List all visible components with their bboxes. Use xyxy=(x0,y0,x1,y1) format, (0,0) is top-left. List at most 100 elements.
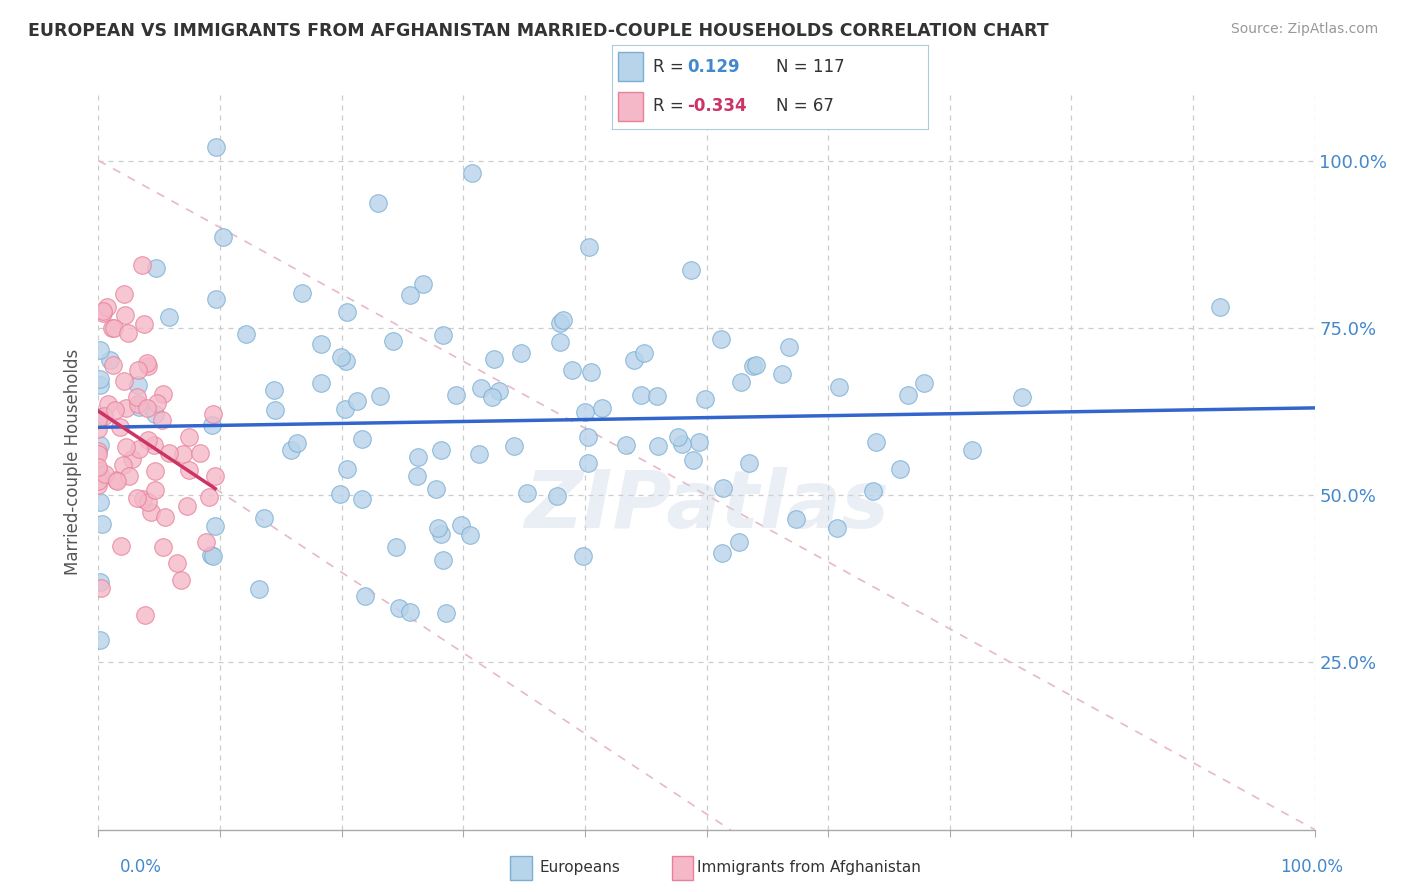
Text: -0.334: -0.334 xyxy=(688,97,747,115)
Point xyxy=(484,351,506,366)
Point xyxy=(179,463,201,477)
Point xyxy=(90,582,112,596)
Point xyxy=(309,376,332,390)
Point xyxy=(710,332,733,346)
Point xyxy=(470,381,492,395)
Point xyxy=(550,316,572,330)
Text: Immigrants from Afghanistan: Immigrants from Afghanistan xyxy=(697,861,921,875)
Point xyxy=(381,334,404,348)
Point xyxy=(434,606,457,620)
Point xyxy=(481,390,503,404)
Point xyxy=(87,422,110,436)
Point xyxy=(202,549,225,563)
Point xyxy=(101,321,124,335)
Point xyxy=(253,511,276,525)
Point xyxy=(574,405,596,419)
Text: N = 117: N = 117 xyxy=(776,58,845,76)
Point xyxy=(561,363,583,377)
Point xyxy=(738,456,761,470)
Point xyxy=(89,467,111,482)
Text: Source: ZipAtlas.com: Source: ZipAtlas.com xyxy=(1230,22,1378,37)
Point xyxy=(108,420,131,434)
Point xyxy=(510,346,533,360)
Text: Europeans: Europeans xyxy=(540,861,620,875)
Point xyxy=(87,412,110,426)
Point xyxy=(204,518,226,533)
Point xyxy=(962,442,984,457)
Point xyxy=(311,337,333,351)
Point xyxy=(89,574,111,589)
Point xyxy=(427,521,450,535)
Point xyxy=(503,439,526,453)
Point xyxy=(104,474,127,488)
Point xyxy=(335,353,357,368)
Point xyxy=(548,334,571,349)
Point xyxy=(728,535,751,549)
Point xyxy=(150,413,173,427)
Point xyxy=(647,439,669,453)
Point xyxy=(630,388,652,402)
Point xyxy=(388,601,411,615)
Bar xyxy=(672,856,693,880)
Text: N = 67: N = 67 xyxy=(776,97,834,115)
Point xyxy=(633,346,655,360)
Point xyxy=(143,464,166,478)
Point xyxy=(247,582,270,596)
Point xyxy=(333,402,356,417)
Point xyxy=(291,285,314,300)
Point xyxy=(645,388,668,402)
Point xyxy=(912,376,935,391)
Point xyxy=(280,442,302,457)
Point xyxy=(329,487,352,501)
Point xyxy=(176,499,198,513)
Point xyxy=(98,353,121,368)
Point xyxy=(89,378,111,392)
Point xyxy=(352,491,374,506)
Point xyxy=(97,397,120,411)
Point xyxy=(132,318,155,332)
Point xyxy=(89,409,111,424)
Point xyxy=(172,447,194,461)
Point xyxy=(461,166,484,180)
Point xyxy=(136,495,159,509)
Point xyxy=(205,292,228,306)
Point xyxy=(117,326,139,341)
Point xyxy=(450,518,472,533)
Point xyxy=(430,527,453,541)
Point xyxy=(623,353,645,368)
Point xyxy=(346,393,368,408)
Point xyxy=(412,277,434,291)
Point xyxy=(118,469,141,483)
Point xyxy=(114,309,136,323)
Point xyxy=(352,433,374,447)
Point xyxy=(553,312,575,326)
Point xyxy=(93,467,115,482)
Point xyxy=(87,463,110,477)
Point xyxy=(103,358,125,372)
Point xyxy=(889,461,911,475)
Point xyxy=(516,486,538,500)
Point xyxy=(110,539,132,553)
Point xyxy=(91,304,114,318)
Point xyxy=(166,556,188,570)
Point xyxy=(488,384,510,399)
Point xyxy=(711,481,734,495)
Point xyxy=(145,260,167,275)
Point xyxy=(432,553,454,567)
Point xyxy=(104,403,127,417)
Point xyxy=(1209,300,1232,314)
Point xyxy=(398,287,420,301)
Point xyxy=(152,387,174,401)
Point xyxy=(778,340,800,354)
Text: ZIPatlas: ZIPatlas xyxy=(524,467,889,545)
Point xyxy=(89,438,111,452)
Bar xyxy=(619,53,644,81)
Point xyxy=(136,401,159,416)
Point xyxy=(446,388,468,402)
Point xyxy=(121,452,143,467)
Point xyxy=(730,375,752,389)
Point xyxy=(614,437,637,451)
Point xyxy=(143,438,166,452)
Point xyxy=(114,287,136,301)
Point xyxy=(115,440,138,454)
